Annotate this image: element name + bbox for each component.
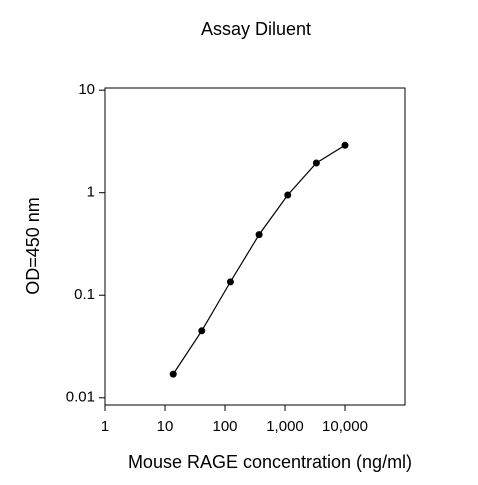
x-tick-label: 1,000	[266, 418, 304, 435]
data-point	[312, 159, 320, 167]
data-point	[284, 191, 292, 199]
x-tick-label: 10,000	[322, 418, 368, 435]
chart-title: Assay Diluent	[201, 19, 311, 39]
plot-frame	[104, 87, 406, 406]
y-tick-label: 0.1	[74, 286, 95, 303]
data-point	[255, 231, 263, 239]
data-point	[169, 370, 177, 378]
data-point	[198, 327, 206, 335]
x-tick-label: 100	[212, 418, 237, 435]
data-point	[226, 278, 234, 286]
data-point	[341, 141, 349, 149]
y-axis-label: OD=450 nm	[23, 197, 43, 295]
x-tick-label: 1	[101, 418, 109, 435]
x-tick-label: 10	[157, 418, 174, 435]
data-line	[172, 144, 346, 375]
y-tick-label: 10	[78, 81, 95, 98]
y-tick-label: 0.01	[66, 389, 95, 406]
x-axis-label: Mouse RAGE concentration (ng/ml)	[128, 452, 412, 472]
y-tick-label: 1	[87, 184, 95, 201]
